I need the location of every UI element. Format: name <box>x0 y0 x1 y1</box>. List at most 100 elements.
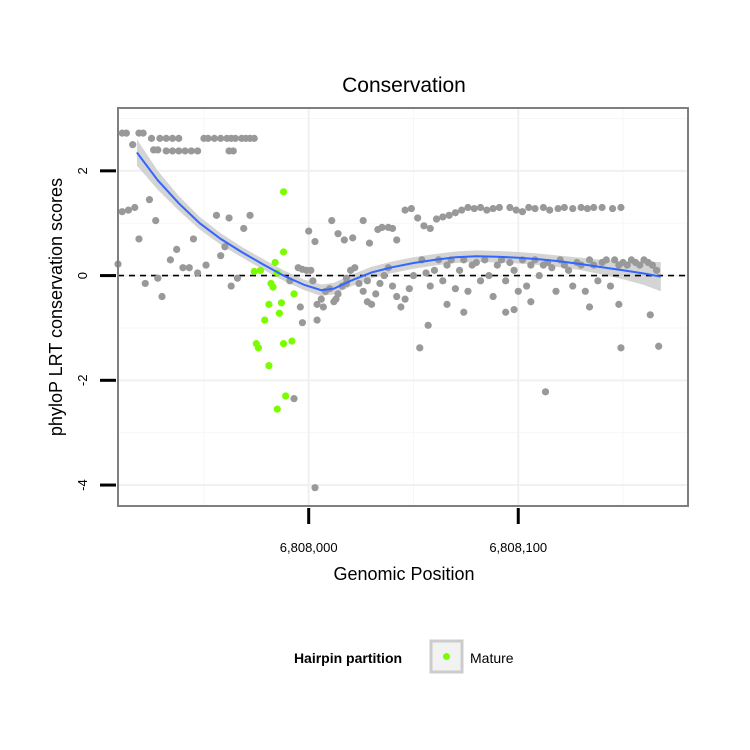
data-point <box>527 298 535 306</box>
data-point <box>185 264 193 272</box>
y-tick-label: -2 <box>75 375 90 387</box>
data-point <box>502 277 510 285</box>
data-point <box>393 292 401 301</box>
legend: Hairpin partition Mature <box>294 639 514 674</box>
data-point <box>554 204 562 213</box>
data-point-mature <box>265 362 273 370</box>
data-point <box>401 295 409 303</box>
data-point <box>569 282 577 290</box>
data-point <box>531 204 539 213</box>
data-point <box>233 274 242 282</box>
data-point <box>476 203 485 212</box>
data-point <box>598 203 606 212</box>
data-point-mature <box>279 340 288 348</box>
data-point <box>512 206 520 214</box>
data-point <box>319 303 327 311</box>
data-point-mature <box>265 300 273 308</box>
data-point <box>131 203 139 212</box>
data-point <box>139 129 147 137</box>
data-point <box>359 287 367 295</box>
data-point <box>227 282 235 290</box>
data-point <box>202 261 210 269</box>
data-point <box>250 134 258 142</box>
data-point <box>483 206 491 214</box>
legend-label-mature: Mature <box>470 650 514 666</box>
data-point <box>175 147 183 155</box>
data-point <box>168 134 177 142</box>
data-point <box>145 196 154 204</box>
x-tick-label: 6,808,100 <box>489 540 547 555</box>
data-point <box>564 266 573 274</box>
data-point <box>401 206 409 214</box>
data-point <box>623 261 631 269</box>
y-axis-label: phyloP LRT conservation scores <box>46 178 66 436</box>
data-point <box>583 204 592 213</box>
data-point <box>541 388 550 396</box>
data-point <box>313 300 321 308</box>
smooth-fit-line <box>136 151 661 292</box>
data-point <box>581 287 589 295</box>
data-point <box>510 306 518 314</box>
data-point-mature <box>256 266 265 274</box>
data-point <box>535 271 543 280</box>
data-points <box>114 129 663 492</box>
plot-frame <box>117 107 689 507</box>
data-point <box>246 211 254 219</box>
data-point-mature <box>282 392 290 400</box>
data-point-mature <box>288 337 296 345</box>
data-point <box>342 274 351 282</box>
data-point <box>590 203 598 212</box>
data-point <box>495 203 503 212</box>
data-point <box>147 134 156 142</box>
data-point <box>355 279 363 288</box>
data-point <box>458 206 466 214</box>
data-point <box>349 234 357 242</box>
data-point <box>397 303 405 311</box>
data-point <box>460 256 468 264</box>
data-point <box>154 274 162 282</box>
data-point <box>340 236 348 244</box>
data-point-mature <box>250 267 258 275</box>
x-axis-label: Genomic Position <box>333 564 474 584</box>
data-point <box>443 300 451 308</box>
data-point <box>518 208 527 216</box>
legend-key-box <box>429 639 464 674</box>
data-point <box>525 203 533 212</box>
plot-area <box>114 107 689 507</box>
y-tick-label: 0 <box>75 272 90 279</box>
data-point <box>506 203 514 212</box>
confidence-band <box>136 139 661 296</box>
data-point-mature <box>273 405 281 413</box>
data-point <box>388 282 397 290</box>
data-point <box>210 134 218 142</box>
data-point <box>240 224 248 233</box>
data-point <box>154 146 162 154</box>
data-point <box>141 279 149 288</box>
data-point-mature <box>275 309 283 317</box>
data-point <box>443 261 451 269</box>
data-point <box>179 264 187 272</box>
legend-key-mature <box>443 653 450 660</box>
data-point <box>514 287 522 295</box>
data-point <box>118 208 126 216</box>
data-point-mature <box>269 283 277 291</box>
data-point-mature <box>271 258 279 267</box>
data-point <box>430 266 439 274</box>
data-point <box>476 277 485 285</box>
data-point <box>296 303 304 311</box>
data-point <box>426 224 434 233</box>
data-point <box>313 316 321 324</box>
data-point <box>655 342 663 350</box>
data-point <box>405 285 413 293</box>
data-point <box>204 134 212 142</box>
data-point <box>367 300 376 308</box>
data-point <box>493 261 501 269</box>
data-point <box>156 134 164 142</box>
data-point <box>359 216 367 225</box>
data-point <box>189 235 198 243</box>
data-point <box>506 258 514 267</box>
data-point <box>560 203 568 212</box>
data-point <box>290 395 298 403</box>
data-point <box>439 277 447 285</box>
